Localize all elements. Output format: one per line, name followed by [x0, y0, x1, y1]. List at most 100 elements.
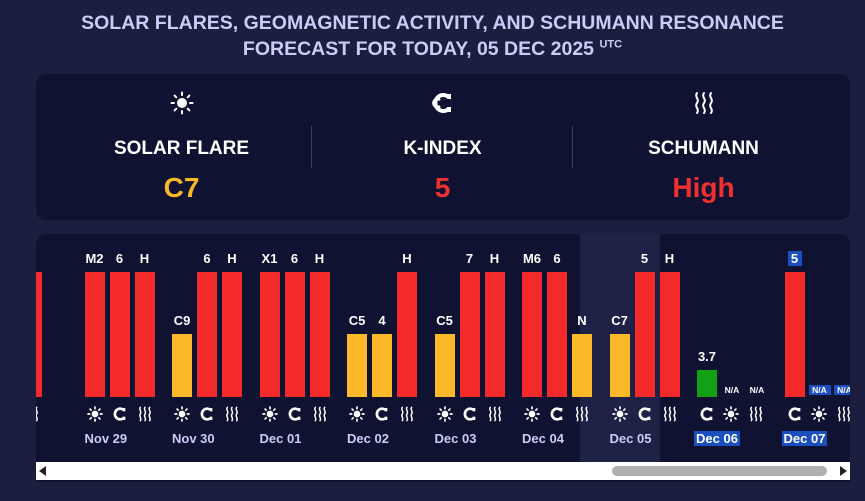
bar-flare [172, 334, 192, 397]
bar-schumann [659, 272, 680, 397]
bar-value-label: H [489, 251, 500, 266]
page-title: SOLAR FLARES, GEOMAGNETIC ACTIVITY, AND … [0, 10, 865, 62]
magnet-icon [637, 406, 653, 422]
bar-value-label: N/A [749, 385, 765, 395]
waves-icon [487, 406, 503, 422]
bar-kindex [459, 272, 480, 397]
sun-icon [261, 406, 278, 422]
bar-flare [434, 334, 455, 397]
day-label[interactable]: Dec 02 [347, 431, 389, 446]
bar-flare [347, 334, 367, 397]
horizontal-scrollbar[interactable] [36, 462, 850, 480]
bar-value-label: H [139, 251, 150, 266]
day-label[interactable]: Dec 07 [781, 431, 828, 446]
bar-schumann [309, 272, 330, 397]
bar-kindex [547, 272, 567, 397]
waves-icon [312, 406, 328, 422]
bar-schumann [484, 272, 505, 397]
bar-value-label: N/A [724, 385, 740, 395]
bar-kindex [697, 370, 717, 397]
day-label[interactable]: Dec 05 [609, 431, 652, 446]
magnet-icon [307, 91, 578, 113]
divider [572, 126, 573, 168]
summary-schumann: SCHUMANN High [568, 74, 839, 220]
waves-icon [137, 406, 153, 422]
waves-icon [662, 406, 678, 422]
bar-value-label: C7 [611, 313, 628, 328]
bar-value-label: H [314, 251, 325, 266]
magnet-icon [462, 406, 478, 422]
waves-icon [748, 406, 764, 422]
bar-kindex [634, 272, 655, 397]
bar-schumann [222, 272, 242, 397]
magnet-icon [549, 406, 565, 422]
waves-icon [399, 406, 415, 422]
bar-value-label: N [577, 313, 587, 328]
scroll-right-arrow-icon[interactable] [840, 466, 847, 476]
scroll-left-arrow-icon[interactable] [39, 466, 46, 476]
day-label[interactable]: Dec 04 [522, 431, 564, 446]
bar-value-label: H [36, 251, 47, 266]
bar-value-label: 3.7 [697, 349, 717, 364]
title-line-2: FORECAST FOR TODAY, 05 DEC 2025 UTC [0, 36, 865, 62]
day-label[interactable]: Dec 03 [434, 431, 477, 446]
bar-value-label: 5 [787, 251, 802, 266]
bar-value-label: H [402, 251, 412, 266]
solar-flare-value: C7 [163, 172, 200, 203]
k-index-value: 5 [434, 172, 451, 203]
summary-solar-flare: SOLAR FLARE C7 [46, 74, 317, 220]
sun-icon [810, 406, 827, 422]
bar-value-label: H [664, 251, 675, 266]
magnet-icon [287, 406, 303, 422]
bar-kindex [284, 272, 305, 397]
bar-value-label: H [227, 251, 237, 266]
bar-value-label: C5 [436, 313, 453, 328]
schumann-label: SCHUMANN [648, 138, 759, 159]
bar-value-label: X1 [261, 251, 278, 266]
bar-value-label: 6 [203, 251, 211, 266]
bar-value-label: 7 [465, 251, 474, 266]
bar-schumann [134, 272, 155, 397]
day-label[interactable]: Nov 29 [84, 431, 128, 446]
bar-schumann [572, 334, 592, 397]
bar-value-label: M6 [522, 251, 542, 266]
bar-schumann [397, 272, 417, 397]
bar-schumann [36, 272, 42, 397]
sun-icon [524, 406, 540, 422]
bar-flare [609, 334, 630, 397]
bar-value-label: N/A [833, 385, 850, 395]
sun-icon [46, 91, 317, 115]
bar-value-label: M2 [85, 251, 104, 266]
day-label[interactable]: Nov 30 [172, 431, 215, 446]
bar-value-label: 6 [290, 251, 299, 266]
magnet-icon [699, 406, 715, 422]
magnet-icon [199, 406, 215, 422]
divider [311, 126, 312, 168]
sun-icon [436, 406, 453, 422]
bar-value-label: 4 [378, 313, 386, 328]
title-date: FORECAST FOR TODAY, 05 DEC 2025 [242, 38, 595, 60]
bar-value-label: N/A [808, 385, 831, 395]
bar-value-label: 6 [115, 251, 124, 266]
waves-icon [836, 406, 851, 422]
waves-icon [36, 406, 40, 422]
waves-icon [224, 406, 240, 422]
bar-kindex [372, 334, 392, 397]
bar-kindex [109, 272, 130, 397]
day-label[interactable]: Dec 06 [694, 431, 740, 446]
k-index-label: K-INDEX [403, 138, 482, 159]
waves-icon [568, 91, 839, 114]
day-label[interactable]: Dec 01 [259, 431, 302, 446]
summary-panel: SOLAR FLARE C7 K-INDEX 5 SCHUMANN High [36, 74, 850, 220]
bar-value-label: C9 [173, 313, 191, 328]
bar-kindex [197, 272, 217, 397]
bar-flare [522, 272, 542, 397]
bar-value-label: 5 [640, 251, 649, 266]
magnet-icon [374, 406, 390, 422]
magnet-icon [112, 406, 128, 422]
sun-icon [723, 406, 739, 422]
waves-icon [574, 406, 590, 422]
scrollbar-thumb[interactable] [612, 466, 827, 476]
bar-value-label: C5 [348, 313, 366, 328]
